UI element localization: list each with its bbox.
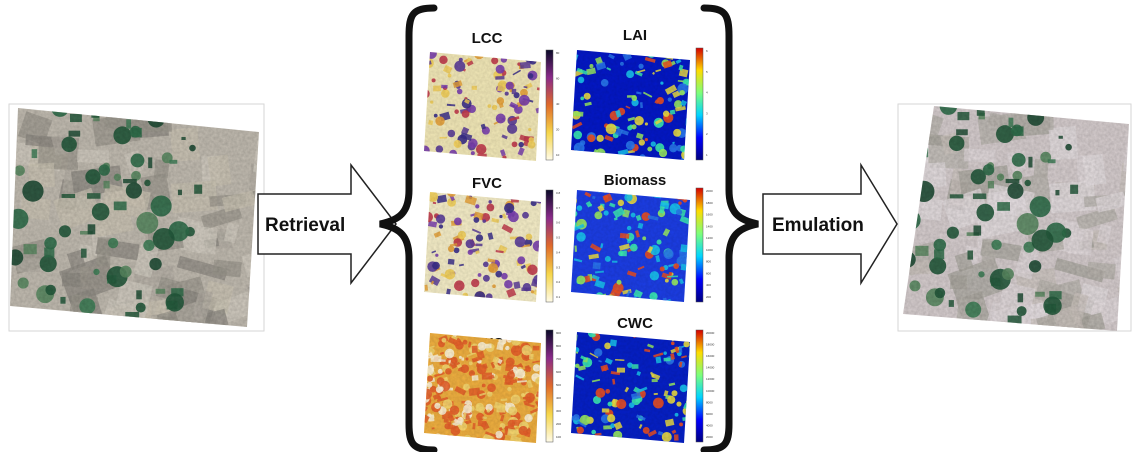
colorbar-fvc: 0.8 0.7 0.6 0.5 0.4 0.3 0.2 0.1 <box>545 189 561 303</box>
colorbar-tick: 800 <box>556 344 561 348</box>
map-title-lcc: LCC <box>472 30 503 47</box>
colorbar-lai: 6 5 4 3 2 1 <box>695 47 708 161</box>
colorbar-cwc: 20000 18000 16000 14000 12000 10000 8000 6000 40… <box>695 329 715 443</box>
map-title-biomass: Biomass <box>604 172 667 189</box>
colorbar-tick: 18000 <box>706 343 715 347</box>
colorbar-tick: 6000 <box>706 412 713 416</box>
colorbar-tick: 2 <box>706 132 708 136</box>
map-title-fvc: FVC <box>472 175 502 192</box>
map-panel-cwc: CWC 20000 18000 16000 14000 12000 10000 8000 60… <box>571 315 715 443</box>
right-brace <box>700 4 759 452</box>
map-panel-biomass: Biomass 2000 1800 1600 1400 1200 1000 800 600 40… <box>571 172 713 303</box>
colorbar-tick: 1600 <box>706 213 713 217</box>
emulated-scene-image <box>897 103 1132 332</box>
map-panel-lai: LAI 6 5 4 3 2 1 <box>571 27 708 161</box>
colorbar-lwc: 900 800 700 600 500 400 300 200 100 <box>545 329 561 443</box>
colorbar-tick: 4000 <box>706 423 713 427</box>
colorbar-tick: 3 <box>706 111 708 115</box>
colorbar-tick: 0.8 <box>556 191 561 195</box>
colorbar-lcc: 80 60 40 20 10 <box>545 49 560 161</box>
colorbar-tick: 0.1 <box>556 295 561 299</box>
map-panel-fvc: FVC 0.8 0.7 0.6 0.5 0.4 0.3 0.2 0.1 <box>424 175 561 303</box>
retrieval-label: Retrieval <box>265 215 345 236</box>
emulation-label: Emulation <box>772 215 864 236</box>
colorbar-tick: 1800 <box>706 201 713 205</box>
map-raster-lcc <box>424 52 541 161</box>
left-brace <box>379 4 438 452</box>
colorbar-tick: 1000 <box>706 248 713 252</box>
colorbar-tick: 2000 <box>706 189 713 193</box>
colorbar-tick: 4 <box>706 91 708 95</box>
colorbar-tick: 600 <box>556 370 561 374</box>
colorbar-tick: 5 <box>706 70 708 74</box>
colorbar-tick: 0.3 <box>556 265 561 269</box>
colorbar-tick: 400 <box>556 396 561 400</box>
colorbar-tick: 400 <box>706 283 711 287</box>
colorbar-tick: 1400 <box>706 224 713 228</box>
colorbar-tick: 12000 <box>706 377 715 381</box>
colorbar-tick: 16000 <box>706 354 715 358</box>
colorbar-tick: 0.4 <box>556 250 561 254</box>
colorbar-tick: 60 <box>556 77 560 81</box>
map-raster-biomass <box>571 190 690 302</box>
colorbar-tick: 0.5 <box>556 236 561 240</box>
retrieval-arrow: Retrieval <box>257 162 397 286</box>
map-raster-lai <box>571 50 690 160</box>
colorbar-tick: 1200 <box>706 236 713 240</box>
colorbar-tick: 20000 <box>706 331 715 335</box>
map-raster-lwc <box>424 333 541 443</box>
colorbar-tick: 80 <box>556 51 560 55</box>
colorbar-tick: 1 <box>706 153 708 157</box>
input-scene-image <box>8 103 265 332</box>
colorbar-tick: 900 <box>556 331 561 335</box>
colorbar-tick: 200 <box>556 422 561 426</box>
colorbar-tick: 20 <box>556 128 560 132</box>
map-raster-fvc <box>424 192 541 302</box>
colorbar-tick: 40 <box>556 102 560 106</box>
colorbar-biomass: 2000 1800 1600 1400 1200 1000 800 600 400 200 <box>695 187 713 303</box>
map-raster-cwc <box>571 332 690 443</box>
colorbar-tick: 800 <box>706 260 711 264</box>
colorbar-tick: 14000 <box>706 366 715 370</box>
colorbar-tick: 0.6 <box>556 221 561 225</box>
colorbar-tick: 10000 <box>706 389 715 393</box>
colorbar-tick: 700 <box>556 357 561 361</box>
colorbar-tick: 300 <box>556 409 561 413</box>
colorbar-tick: 8000 <box>706 400 713 404</box>
colorbar-tick: 2000 <box>706 435 713 439</box>
colorbar-tick: 10 <box>556 153 560 157</box>
map-title-lai: LAI <box>623 27 647 44</box>
colorbar-tick: 500 <box>556 383 561 387</box>
colorbar-tick: 0.7 <box>556 206 561 210</box>
colorbar-tick: 100 <box>556 435 561 439</box>
map-title-cwc: CWC <box>617 315 653 332</box>
colorbar-tick: 200 <box>706 295 711 299</box>
colorbar-tick: 600 <box>706 271 711 275</box>
map-panel-lcc: LCC 80 60 40 20 10 <box>424 30 560 161</box>
emulation-arrow: Emulation <box>762 162 898 286</box>
colorbar-tick: 0.2 <box>556 280 561 284</box>
colorbar-tick: 6 <box>706 49 708 53</box>
